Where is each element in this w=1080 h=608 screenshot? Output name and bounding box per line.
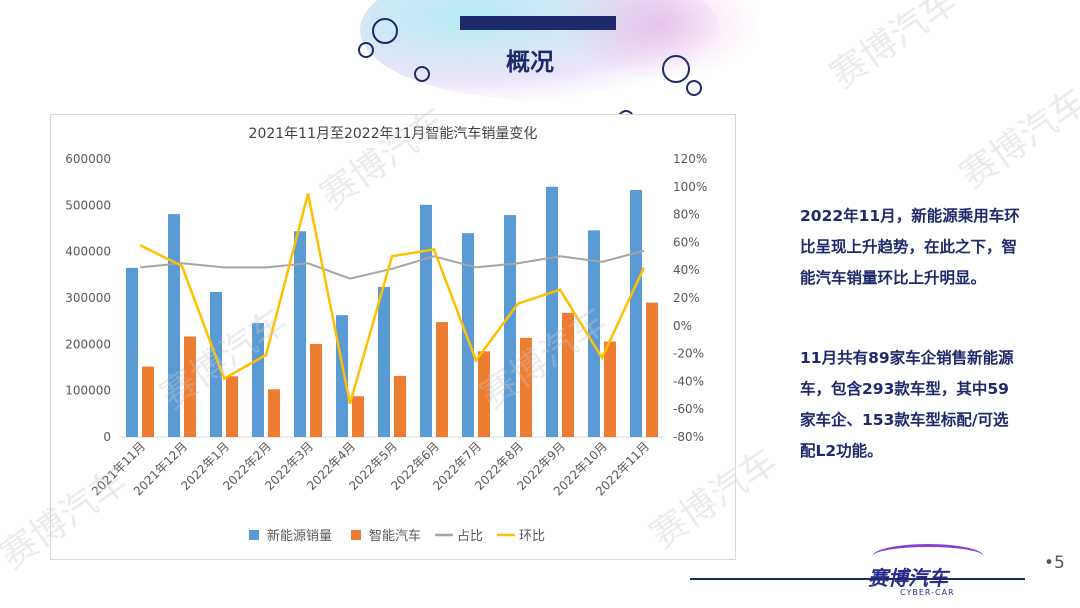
bar-nev-sales (168, 214, 180, 437)
y-right-tick-label: 60% (673, 235, 700, 249)
bar-smart-car (436, 322, 448, 437)
decorative-circle (686, 80, 702, 96)
bar-smart-car (646, 302, 658, 437)
y-right-tick-label: 20% (673, 291, 700, 305)
y-right-tick-label: -40% (673, 374, 704, 388)
bar-nev-sales (210, 291, 222, 437)
bar-nev-sales (126, 267, 138, 437)
y-right-tick-label: 0% (673, 319, 692, 333)
bar-nev-sales (588, 230, 600, 437)
bar-nev-sales (420, 204, 432, 437)
watermark: 赛博汽车 (953, 80, 1080, 197)
y-right-tick-label: 40% (673, 263, 700, 277)
bar-nev-sales (294, 231, 306, 437)
bar-smart-car (142, 366, 154, 437)
bar-smart-car (394, 375, 406, 437)
legend-label: 智能汽车 (369, 528, 421, 544)
decorative-circle (372, 18, 398, 44)
page-number: •5 (1044, 553, 1065, 573)
y-right-tick-label: -20% (673, 347, 704, 361)
y-left-tick-label: 500000 (65, 198, 111, 212)
logo-subtitle: CYBER-CAR (900, 588, 955, 597)
y-right-tick-label: 120% (673, 152, 707, 166)
y-right-tick-label: -80% (673, 430, 704, 444)
y-left-tick-label: 100000 (65, 384, 111, 398)
y-right-tick-label: -60% (673, 402, 704, 416)
chart-title: 2021年11月至2022年11月智能汽车销量变化 (248, 126, 538, 142)
y-left-tick-label: 400000 (65, 245, 111, 259)
line-series-share (139, 249, 645, 280)
logo-swoosh (872, 544, 984, 569)
y-left-tick-label: 600000 (65, 152, 111, 166)
legend-label: 新能源销量 (267, 528, 332, 544)
summary-paragraph-1: 2022年11月，新能源乘用车环比呈现上升趋势，在此之下，智能汽车销量环比上升明… (800, 207, 1020, 287)
legend-swatch (351, 530, 361, 540)
bar-nev-sales (462, 233, 474, 437)
bar-smart-car (268, 389, 280, 437)
bar-smart-car (562, 312, 574, 437)
watermark: 赛博汽车 (823, 0, 965, 97)
legend-swatch (249, 530, 259, 540)
decorative-circle (662, 55, 690, 83)
page-title: 概况 (506, 48, 554, 76)
bar-nev-sales (546, 186, 558, 437)
logo: 赛博汽车 (868, 566, 948, 590)
bar-nev-sales (336, 315, 348, 437)
y-left-tick-label: 0 (103, 430, 111, 444)
bar-nev-sales (378, 286, 390, 437)
y-right-tick-label: 80% (673, 208, 700, 222)
chart-svg: 0 100000 200000 300000 400000 500000 600000 -80… (65, 152, 707, 544)
bar-smart-car (520, 337, 532, 437)
bar-smart-car (352, 396, 364, 437)
bar-nev-sales (252, 323, 264, 437)
title-bar (460, 16, 616, 30)
decorative-circle (358, 42, 374, 58)
bar-smart-car (310, 343, 322, 437)
bar-smart-car (604, 341, 616, 437)
bar-nev-sales (630, 190, 642, 437)
bar-smart-car (226, 376, 238, 437)
legend-label: 环比 (519, 529, 545, 544)
summary-paragraph-2: 11月共有89家车企销售新能源车，包含293款车型，其中59家车企、153款车型… (800, 349, 1014, 460)
y-left-tick-label: 300000 (65, 291, 111, 305)
legend-label: 占比 (457, 529, 483, 544)
line-series-mom (139, 193, 646, 404)
decorative-circle (414, 66, 430, 82)
y-left-tick-label: 200000 (65, 337, 111, 351)
bar-smart-car (478, 351, 490, 437)
chart-frame: 2021年11月至2022年11月智能汽车销量变化 0 100000 200000 3… (50, 114, 736, 560)
y-right-tick-label: 100% (673, 180, 707, 194)
bar-nev-sales (504, 215, 516, 437)
bar-smart-car (184, 336, 196, 437)
footer-line (690, 578, 1025, 580)
